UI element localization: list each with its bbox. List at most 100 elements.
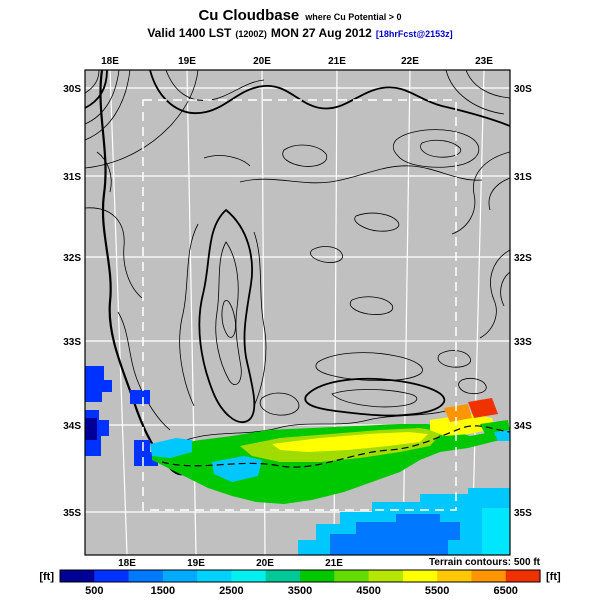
y-tick-right: 31S [514,172,532,183]
y-tick-right: 30S [514,84,532,95]
cloudbase-region-west-patch [130,390,150,404]
x-tick-top: 23E [475,56,493,67]
contour-line [488,177,511,211]
inner-domain-box [142,99,457,511]
contour-line [310,246,343,263]
contour-line [203,155,251,167]
page-title: Cu Cloudbase where Cu Potential > 0 [198,7,401,24]
colorbar-border [59,569,541,583]
colorbar-segment [128,570,164,582]
cloudbase-regions [85,366,510,555]
contour-line [392,129,480,168]
contour-line [179,223,199,407]
contour-line [479,249,511,339]
terrain-contours-note: Terrain contours: 500 ft [429,557,541,568]
colorbar-unit-left: [ft] [39,571,54,583]
coastline-south [161,425,511,468]
x-tick-bottom: 19E [187,558,205,569]
colorbar-tick-label: 6500 [493,585,517,597]
colorbar-segment [94,570,130,582]
colorbar-segment [437,570,473,582]
colorbar-segment [402,570,438,582]
colorbar-labels: 500 1500 2500 3500 4500 5500 6500 [85,585,518,597]
valid-time: Valid 1400 LST [147,26,232,40]
forecast-tag: [18hrFcst@2153z] [376,29,453,39]
contour-line [437,350,471,368]
contour-line [451,151,511,235]
colorbar-unit-right: [ft] [546,571,561,583]
contour-line [84,207,143,299]
contour-line [349,296,394,315]
x-tick-top: 19E [178,56,196,67]
y-tick-right: 32S [514,253,532,264]
colorbar-segment [265,570,301,582]
x-tick-bottom: 18E [118,558,136,569]
cloudbase-region-band-cyan-pocket [212,456,262,482]
cloudbase-region-south-band-yellow [272,432,428,452]
colorbar-segment [300,570,335,582]
x-tick-top: 18E [101,56,119,67]
colorbar-tick-label: 500 [85,585,103,597]
map-border [84,69,511,556]
colorbar-segment [471,570,507,582]
contour-line [331,389,418,408]
contour-line [84,69,108,109]
colorbar-segment [368,570,404,582]
contour-line [117,311,171,431]
map: 18E 19E 20E 21E 22E 23E 18E 19E 20E 21E … [63,56,532,569]
y-tick-right: 33S [514,337,532,348]
contour-line [198,208,256,423]
title-main: Cu Cloudbase [198,7,299,24]
colorbar-segment [197,570,233,582]
contour-line [239,165,483,184]
cloudbase-region-cape-cyan [150,438,192,458]
cloudbase-region-right-edge-cyan [494,430,510,441]
colorbar-segments [60,570,541,582]
y-tick-left: 32S [63,253,81,264]
x-tick-top: 22E [401,56,419,67]
y-tick-left: 35S [63,508,81,519]
title-block: Cu Cloudbase where Cu Potential > 0 Valid… [147,7,452,40]
title-qualifier: where Cu Potential > 0 [304,12,401,22]
contour-line [215,241,242,385]
contour-line [458,378,487,394]
y-tick-left: 30S [63,84,81,95]
y-tick-left: 33S [63,337,81,348]
colorbar-segment [60,570,95,582]
cloudbase-region-west-coast-lowest [85,418,97,440]
cloudbase-region-se-ocean-blue [330,514,460,555]
y-tick-left: 34S [63,421,81,432]
contour-line [253,231,267,407]
x-tick-bottom: 20E [256,558,274,569]
colorbar-segment [334,570,370,582]
axis-labels: 18E 19E 20E 21E 22E 23E 18E 19E 20E 21E … [63,56,532,569]
contour-line [84,69,131,141]
cloudbase-region-east-red [468,398,498,418]
contour-line [185,407,457,441]
contour-line [282,144,328,167]
y-tick-left: 31S [63,172,81,183]
colorbar: [ft] [ft] 500 1500 2500 3500 4500 5500 6500 [39,569,561,597]
valid-line: Valid 1400 LST (1200Z) MON 27 Aug 2012 [18h… [147,26,452,40]
contour-line [465,69,511,99]
x-tick-top: 21E [328,56,346,67]
cloudbase-region-east-yellow [430,414,496,436]
colorbar-tick-label: 4500 [356,585,380,597]
contour-line [315,352,423,382]
y-tick-right: 34S [514,421,532,432]
colorbar-tick-label: 1500 [151,585,175,597]
colorbar-segment [162,570,198,582]
colorbar-tick-label: 2500 [219,585,243,597]
contour-line [84,69,100,94]
contour-line [259,392,300,416]
valid-date: MON 27 Aug 2012 [271,26,372,40]
y-tick-right: 35S [514,508,532,519]
valid-zulu: (1200Z) [235,29,267,39]
colorbar-tick-label: 3500 [288,585,312,597]
contour-line [149,69,511,127]
cloudbase-region-east-orange [444,404,472,422]
x-tick-bottom: 21E [325,558,343,569]
contour-line [84,69,199,169]
